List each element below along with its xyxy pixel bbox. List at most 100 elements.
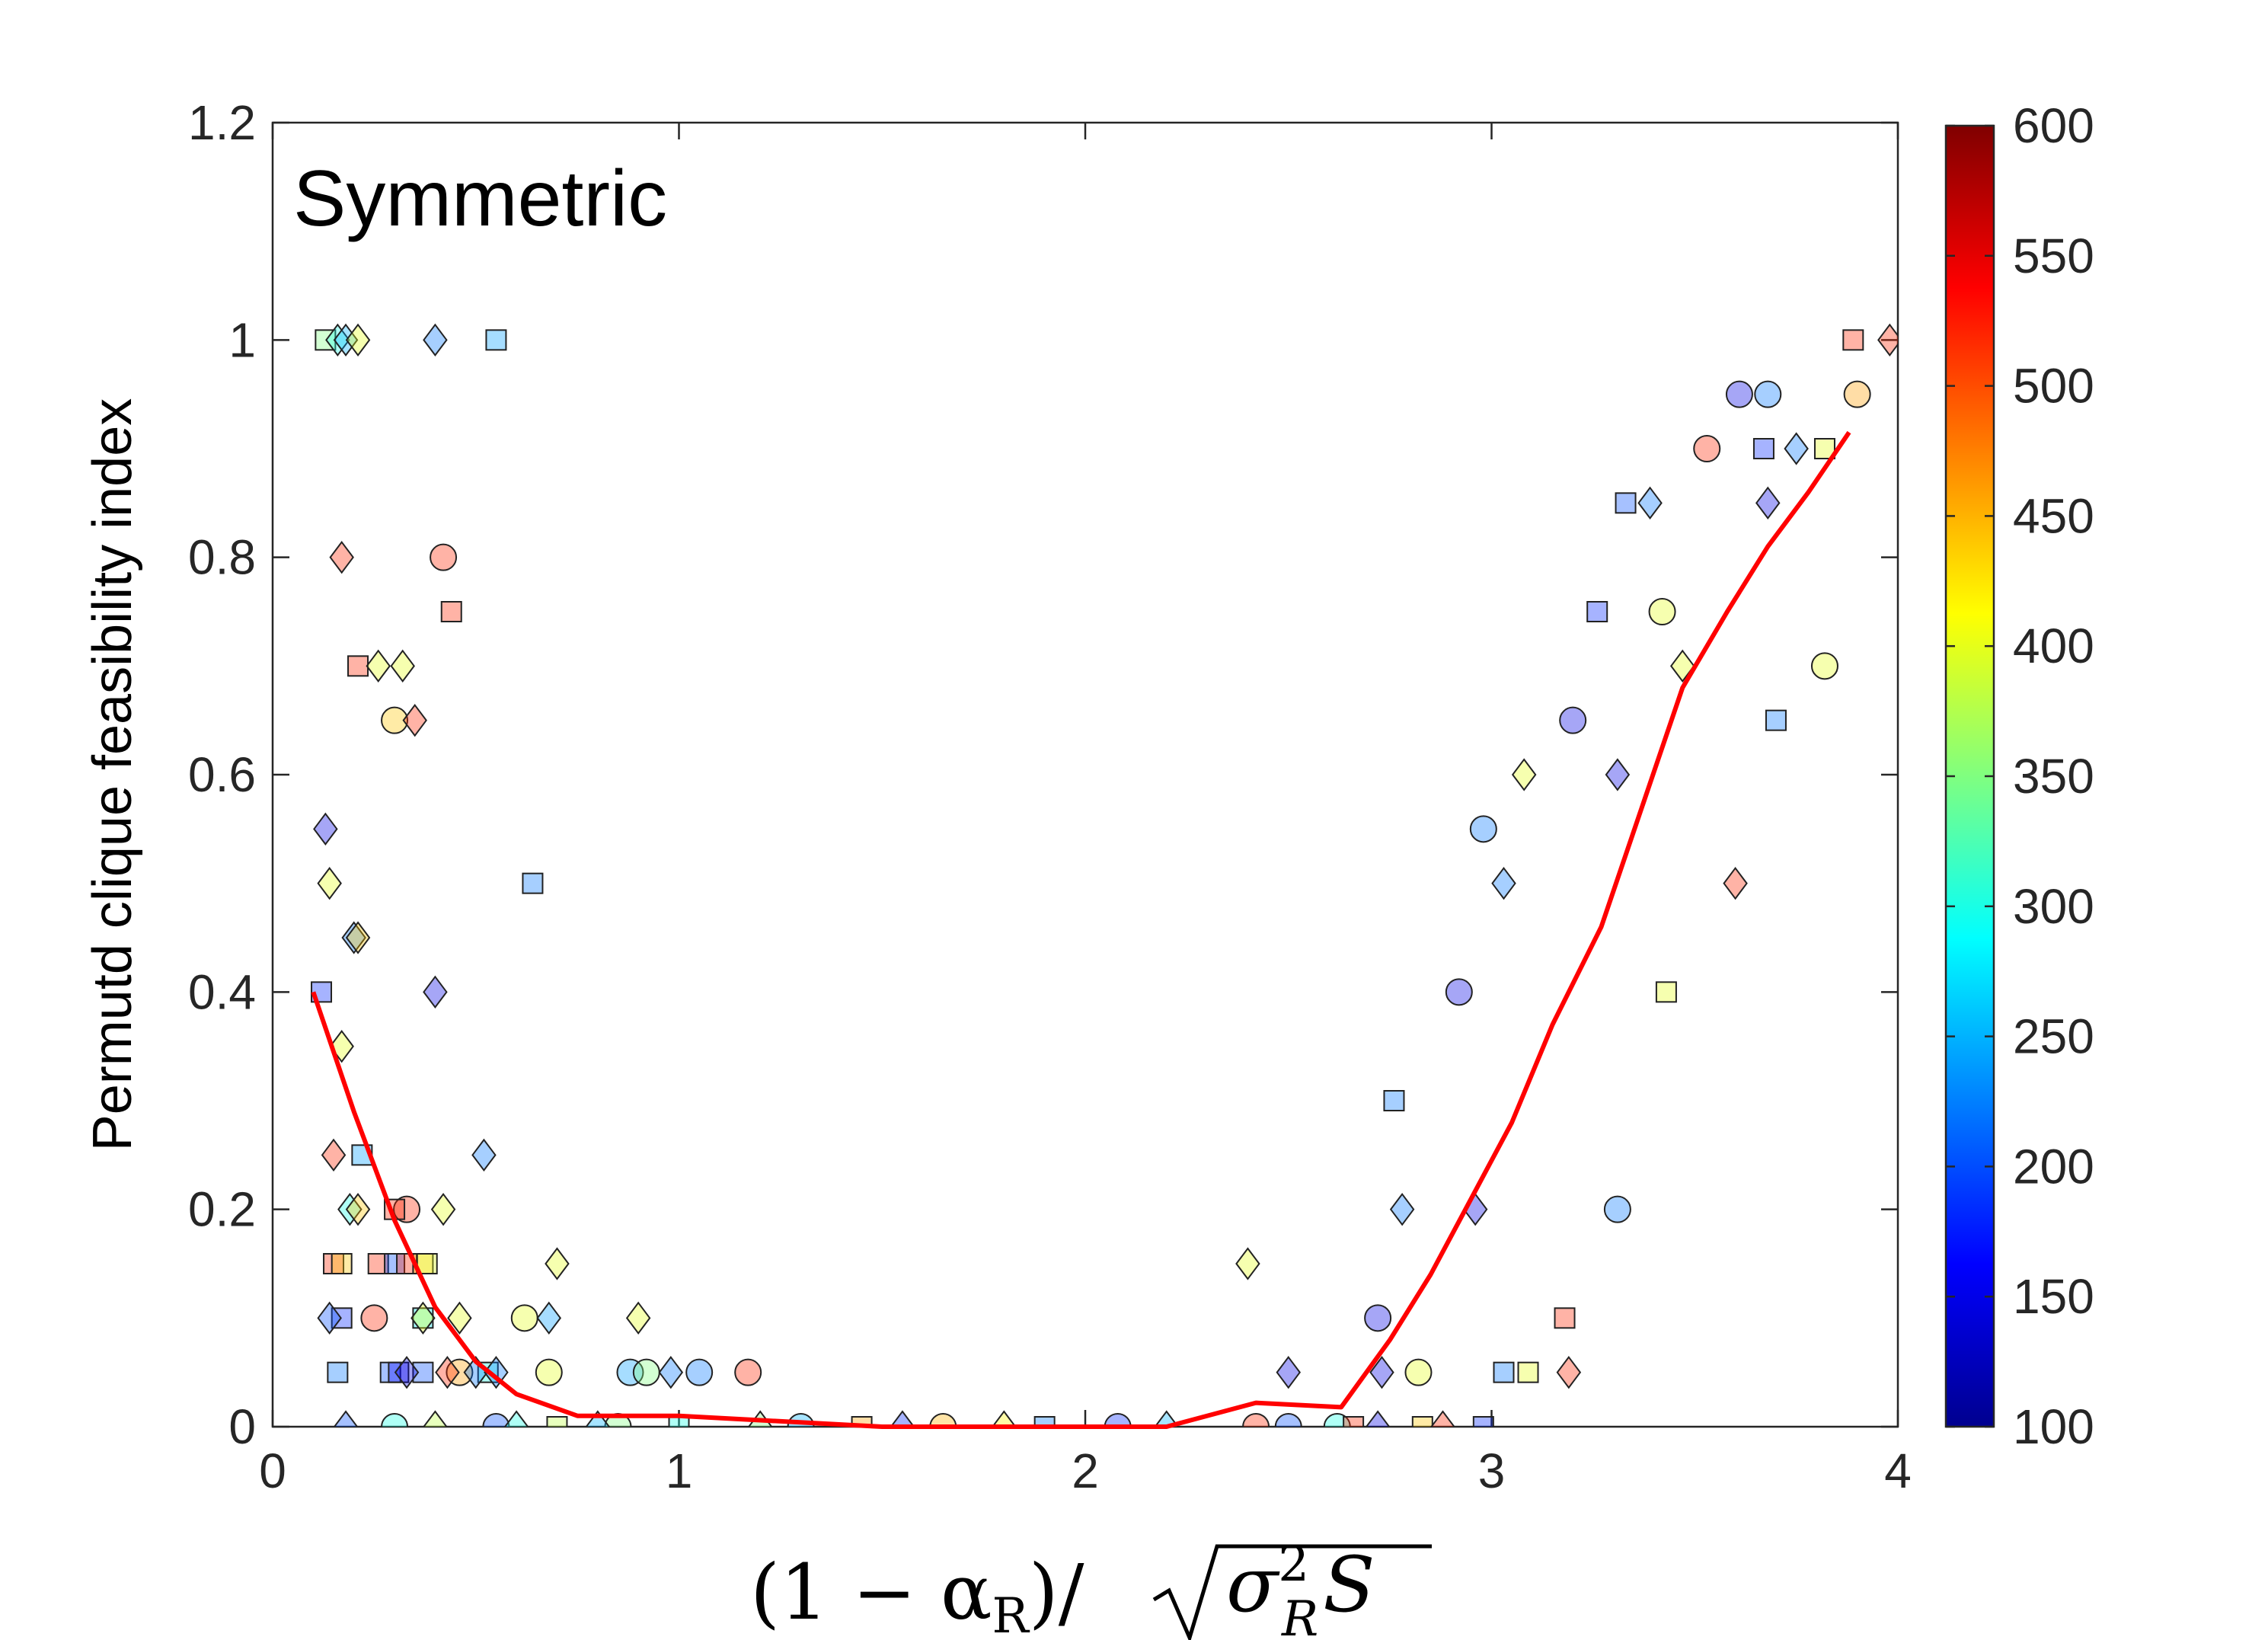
y-axis-ticks: 0 0.2 0.4 0.6 0.8 1 1.2	[188, 95, 1898, 1454]
scatter-point-circle	[1725, 380, 1753, 408]
colorbar-tick-label: 400	[2013, 619, 2094, 673]
scatter-point-diamond	[423, 975, 448, 1009]
scatter-point-diamond	[658, 1356, 684, 1389]
scatter-point-diamond	[1784, 432, 1809, 465]
scatter-point-square	[1033, 1416, 1056, 1427]
scatter-point-square	[1411, 1416, 1433, 1427]
scatter-point-diamond	[1491, 867, 1516, 900]
scatter-point-circle	[1648, 598, 1676, 625]
scatter-point-diamond	[545, 1247, 570, 1280]
scatter-point-diamond	[345, 1193, 371, 1226]
x-label-numerator: (1 − α	[750, 1548, 992, 1637]
scatter-point-square	[668, 1416, 690, 1427]
y-axis-label: Permutd clique feasibility index	[82, 398, 143, 1152]
scatter-point-circle	[1274, 1413, 1302, 1427]
y-tick-label: 1.2	[188, 95, 256, 150]
scatter-point-diamond	[345, 323, 371, 356]
scatter-point-diamond	[423, 323, 448, 356]
scatter-point-circle	[632, 1358, 660, 1386]
scatter-point-circle	[616, 1358, 644, 1386]
scatter-point-circle	[393, 1195, 421, 1223]
scatter-point-diamond	[625, 1301, 651, 1335]
scatter-point-square	[1586, 601, 1608, 622]
colorbar-tick-label: 150	[2013, 1269, 2094, 1324]
scatter-point-square	[1615, 492, 1637, 514]
scatter-point-circle	[1693, 435, 1721, 462]
scatter-markers	[311, 323, 1898, 1427]
scatter-point-square	[412, 1361, 434, 1383]
x-tick-label: 3	[1478, 1443, 1506, 1498]
scatter-point-square	[1765, 709, 1787, 731]
colorbar-tick-label: 350	[2013, 749, 2094, 804]
scatter-point-diamond	[313, 812, 338, 846]
scatter-point-circle	[510, 1304, 538, 1332]
x-tick-label: 2	[1072, 1443, 1099, 1498]
x-tick-label: 1	[666, 1443, 693, 1498]
scatter-point-diamond	[1369, 1356, 1394, 1389]
scatter-point-circle	[1104, 1413, 1132, 1427]
sqrt-sign	[1152, 1544, 1432, 1640]
scatter-point-circle	[360, 1304, 388, 1332]
y-tick-label: 0	[228, 1399, 256, 1454]
scatter-point-diamond	[1723, 867, 1748, 900]
scatter-point-square	[384, 1253, 406, 1274]
scatter-point-square	[1472, 1416, 1494, 1427]
scatter-point-circle	[1810, 652, 1838, 680]
y-tick-label: 0.2	[188, 1182, 256, 1237]
y-tick-label: 0.8	[188, 530, 256, 585]
scatter-point-square	[347, 655, 369, 677]
scatter-point-diamond	[394, 1356, 420, 1389]
scatter-point-diamond	[890, 1410, 915, 1427]
mean-line	[311, 430, 1851, 1429]
scatter-point-diamond	[410, 1301, 436, 1335]
colorbar-tick-label: 600	[2013, 98, 2094, 153]
scatter-point-circle	[1469, 815, 1497, 843]
x-label-close: )/	[1029, 1548, 1084, 1637]
scatter-point-diamond	[1605, 758, 1631, 791]
scatter-point-square	[546, 1416, 568, 1427]
scatter-point-circle	[482, 1413, 510, 1427]
x-label-S: S	[1323, 1540, 1375, 1629]
colorbar-tick-label: 550	[2013, 229, 2094, 283]
scatter-point-square	[327, 1361, 349, 1383]
scatter-point-circle	[787, 1413, 815, 1427]
scatter-point-diamond	[1389, 1193, 1415, 1226]
scatter-point-diamond	[536, 1301, 562, 1335]
scatter-point-circle	[535, 1358, 563, 1386]
scatter-point-diamond	[317, 867, 342, 900]
x-label-sigma-sup: 2	[1278, 1536, 1309, 1593]
scatter-point-circle	[1364, 1304, 1392, 1332]
scatter-point-diamond	[435, 1356, 460, 1389]
x-label-sigma: σ	[1226, 1540, 1280, 1629]
scatter-point-diamond	[1511, 758, 1537, 791]
scatter-point-square	[522, 872, 544, 894]
scatter-point-diamond	[390, 649, 415, 683]
scatter-point-diamond	[345, 921, 371, 954]
scatter-point-diamond	[1556, 1356, 1582, 1389]
scatter-point-diamond	[484, 1356, 509, 1389]
scatter-point-diamond	[1877, 323, 1898, 356]
x-label-sigma-sub: R	[1281, 1591, 1318, 1640]
y-tick-label: 0.4	[188, 964, 256, 1019]
scatter-point-diamond	[366, 649, 391, 683]
scatter-point-circle	[1445, 978, 1473, 1006]
scatter-point-diamond	[321, 1138, 347, 1172]
x-tick-label: 0	[259, 1443, 286, 1498]
scatter-point-diamond	[585, 1410, 611, 1427]
scatter-point-circle	[734, 1358, 762, 1386]
scatter-point-circle	[381, 706, 409, 734]
scatter-point-square	[379, 1361, 401, 1383]
scatter-point-diamond	[402, 704, 427, 737]
scatter-point-diamond	[992, 1410, 1017, 1427]
colorbar-tick-label: 100	[2013, 1399, 2094, 1454]
scatter-point-diamond	[325, 323, 350, 356]
scatter-point-square	[485, 329, 507, 351]
scatter-point-circle	[381, 1413, 409, 1427]
scatter-point-diamond	[447, 1301, 472, 1335]
scatter-point-square	[1517, 1361, 1539, 1383]
scatter-point-diamond	[337, 1193, 363, 1226]
scatter-point-circle	[1754, 380, 1782, 408]
scatter-point-diamond	[1235, 1247, 1260, 1280]
scatter-point-square	[1752, 438, 1774, 459]
